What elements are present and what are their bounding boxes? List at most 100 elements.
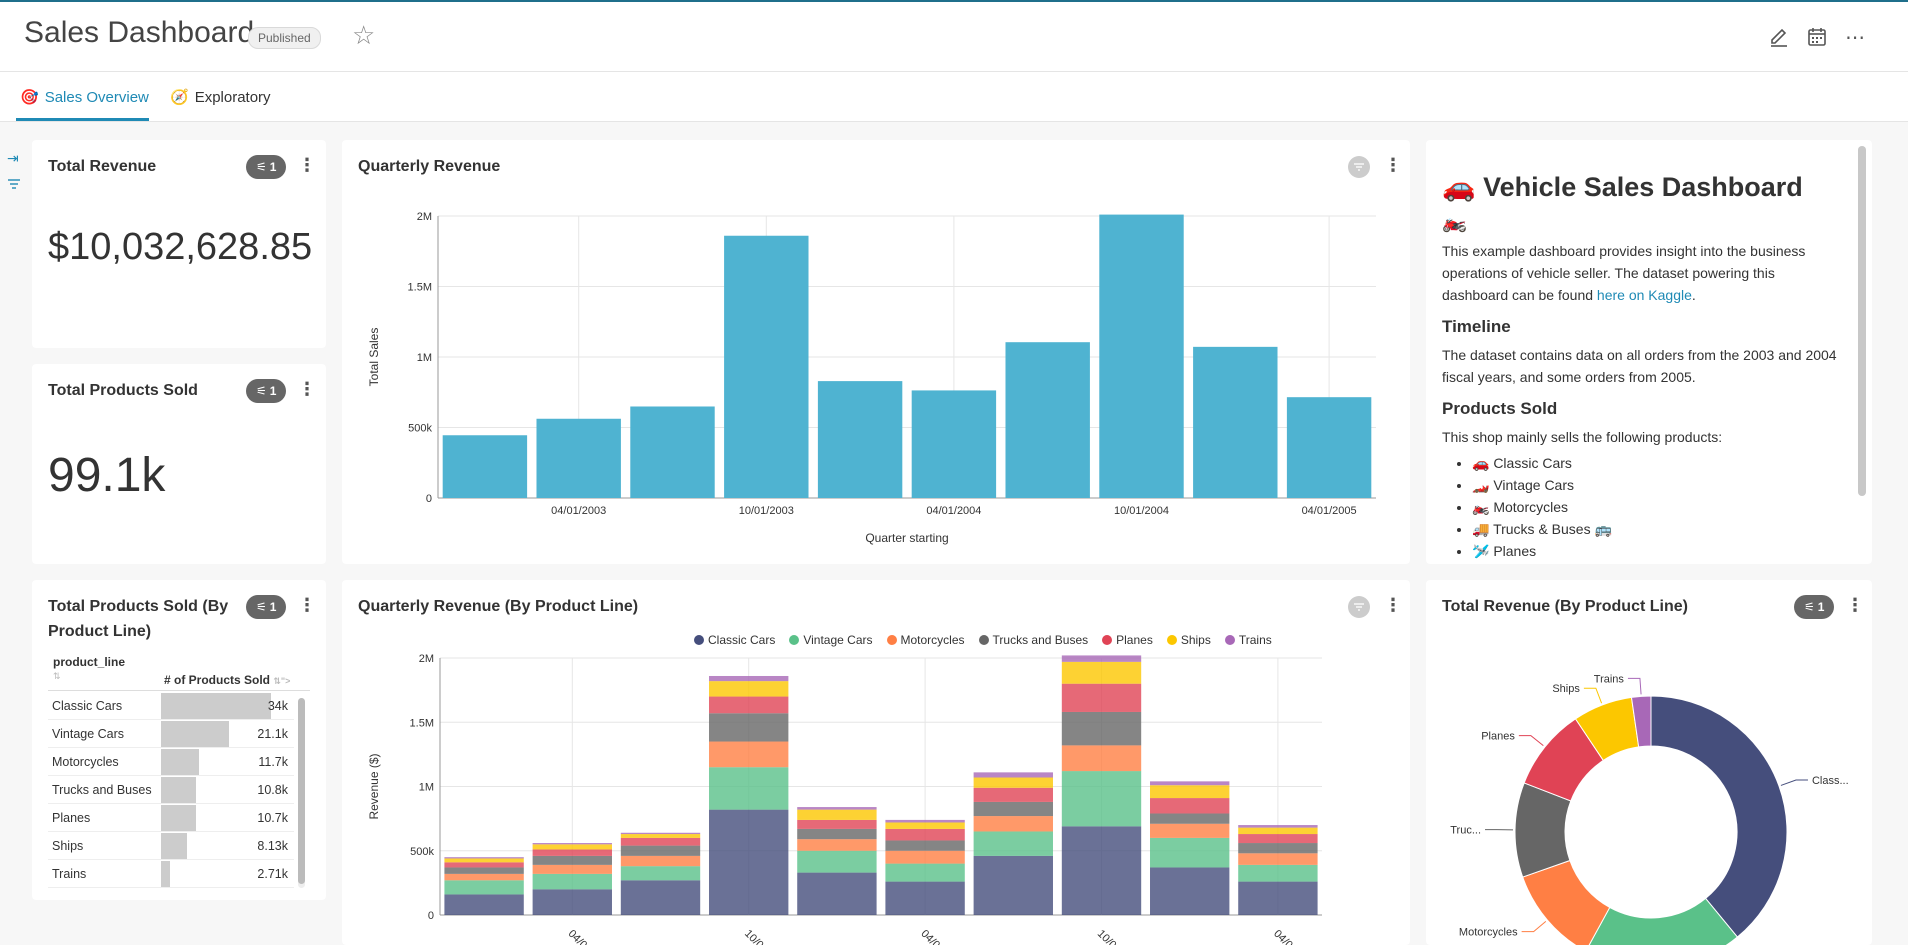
stacked-bar-segment xyxy=(532,873,612,890)
table-row[interactable]: Trucks and Buses 10.8k xyxy=(48,776,294,804)
stacked-bar-segment xyxy=(709,713,789,742)
slice-label: Truc... xyxy=(1450,825,1481,837)
filter-badge[interactable]: ⚟ 1 xyxy=(246,379,287,403)
scrollbar-thumb[interactable] xyxy=(298,698,305,884)
card-total-products-sold: Total Products Sold ⚟ 1 ⋮ 99.1k xyxy=(32,364,326,564)
table-row[interactable]: Ships 8.13k xyxy=(48,832,294,860)
leader-line xyxy=(1627,677,1642,695)
dashboard-tabs: 🎯 Sales Overview 🧭 Exploratory xyxy=(0,72,1908,122)
row-label: Planes xyxy=(52,811,91,825)
stacked-bar-segment xyxy=(973,777,1053,788)
row-bar xyxy=(161,777,196,803)
sort-icon[interactable]: ⇅ xyxy=(53,671,61,681)
filter-count: 1 xyxy=(269,600,277,614)
table-row[interactable]: Motorcycles 11.7k xyxy=(48,748,294,776)
table-row[interactable]: Trains 2.71k xyxy=(48,860,294,888)
table-row[interactable]: Planes 10.7k xyxy=(48,804,294,832)
legend-label: Ships xyxy=(1180,633,1211,647)
stacked-bar-segment xyxy=(797,839,877,851)
legend-item[interactable]: Planes xyxy=(1102,633,1153,647)
legend-item[interactable]: Vintage Cars xyxy=(789,633,873,647)
kebab-menu-icon[interactable]: ⋮ xyxy=(298,595,316,615)
stacked-bar-segment xyxy=(532,843,612,845)
active-tab-indicator xyxy=(16,118,149,121)
stacked-bar-segment xyxy=(709,681,789,697)
kebab-menu-icon[interactable]: ⋮ xyxy=(298,155,316,175)
scrollbar-thumb[interactable] xyxy=(1858,146,1866,496)
donut-slice xyxy=(1630,695,1652,748)
kebab-menu-icon[interactable]: ⋮ xyxy=(1384,595,1402,615)
stacked-bar-segment xyxy=(885,840,965,851)
card-title: Total Products Sold xyxy=(48,382,198,399)
stacked-bar-segment xyxy=(532,855,612,865)
calendar-icon[interactable] xyxy=(1804,24,1830,50)
filter-count: 1 xyxy=(1817,600,1825,614)
kebab-menu-icon[interactable]: ⋮ xyxy=(298,379,316,399)
filter-badge[interactable]: ⚟ 1 xyxy=(246,155,287,179)
stacked-bar-segment xyxy=(532,889,612,915)
legend-label: Trucks and Buses xyxy=(992,633,1089,647)
table-row[interactable]: Classic Cars 34k xyxy=(48,692,294,720)
legend-swatch xyxy=(1102,635,1113,645)
legend-item[interactable]: Trains xyxy=(1224,633,1272,647)
filter-badge[interactable]: ⚟ 1 xyxy=(1794,595,1835,619)
expand-icon[interactable]: ⇥ xyxy=(7,150,19,166)
stacked-bar-segment xyxy=(709,809,789,915)
legend-item[interactable]: Motorcycles xyxy=(886,633,965,647)
legend-label: Motorcycles xyxy=(900,633,965,647)
stacked-bar-segment xyxy=(973,816,1053,832)
slice-label: Class... xyxy=(1812,775,1849,787)
x-tick-label: 04/01/2003 xyxy=(551,505,606,517)
heading-text: Vehicle Sales Dashboard xyxy=(1483,172,1803,202)
legend-swatch xyxy=(694,635,704,645)
legend-swatch xyxy=(1166,635,1177,645)
dashboard-header: Sales Dashboard Published ☆ ⋯ xyxy=(0,0,1908,72)
motorcycle-emoji: 🏍️ xyxy=(1442,211,1467,233)
tab-sales-overview[interactable]: 🎯 Sales Overview xyxy=(20,88,149,107)
stacked-bar-segment xyxy=(1061,826,1142,915)
column-header-products-sold[interactable]: # of Products Sold ⇅"> xyxy=(164,673,290,687)
stacked-bar-segment xyxy=(885,828,965,841)
filter-icon: ⚟ xyxy=(256,384,267,398)
card-title: Quarterly Revenue xyxy=(358,158,501,175)
stacked-bar-segment xyxy=(444,858,524,863)
kebab-menu-icon[interactable]: ⋮ xyxy=(1384,155,1402,175)
stacked-bar-segment xyxy=(1238,864,1318,882)
stacked-bar-segment xyxy=(1150,813,1230,824)
scrollbar[interactable] xyxy=(298,698,305,888)
stacked-bar-segment xyxy=(797,809,877,820)
row-bar xyxy=(161,693,271,719)
filter-badge[interactable]: ⚟ 1 xyxy=(246,595,287,619)
stacked-bar-segment xyxy=(973,787,1053,802)
filter-count: 1 xyxy=(269,160,277,174)
kaggle-link[interactable]: here on Kaggle xyxy=(1596,287,1692,303)
edit-icon[interactable] xyxy=(1766,24,1792,50)
filter-icon[interactable] xyxy=(1348,156,1370,178)
more-icon[interactable]: ⋯ xyxy=(1845,26,1865,49)
status-badge[interactable]: Published xyxy=(248,27,321,49)
legend-item[interactable]: Classic Cars xyxy=(694,633,775,647)
stacked-bar-segment xyxy=(973,772,1053,778)
kebab-menu-icon[interactable]: ⋮ xyxy=(1846,595,1864,615)
card-title: Total Revenue (By Product Line) xyxy=(1442,598,1688,615)
stacked-bar-segment xyxy=(885,819,965,823)
stacked-bar-segment xyxy=(532,864,612,874)
column-header-product-line[interactable]: product_line xyxy=(53,655,126,669)
tab-exploratory[interactable]: 🧭 Exploratory xyxy=(170,88,271,107)
filter-icon: ⚟ xyxy=(256,160,267,174)
filter-icon[interactable] xyxy=(1348,596,1370,618)
sort-icon[interactable]: ⇅"> xyxy=(273,676,291,686)
stacked-bar-segment xyxy=(1150,867,1230,915)
filter-icon[interactable] xyxy=(7,177,21,193)
x-tick-label: 10/01/2003 xyxy=(739,505,794,517)
stacked-bar-segment xyxy=(797,872,877,915)
stacked-bar-segment xyxy=(444,867,524,874)
star-icon[interactable]: ☆ xyxy=(352,20,376,50)
scrollbar[interactable] xyxy=(1858,146,1866,496)
table-row[interactable]: Vintage Cars 21.1k xyxy=(48,720,294,748)
legend-item[interactable]: Ships xyxy=(1166,633,1211,647)
stacked-bar-segment xyxy=(885,850,965,864)
slice-label: Motorcycles xyxy=(1459,927,1518,939)
row-label: Classic Cars xyxy=(52,699,123,713)
legend-item[interactable]: Trucks and Buses xyxy=(978,633,1089,647)
